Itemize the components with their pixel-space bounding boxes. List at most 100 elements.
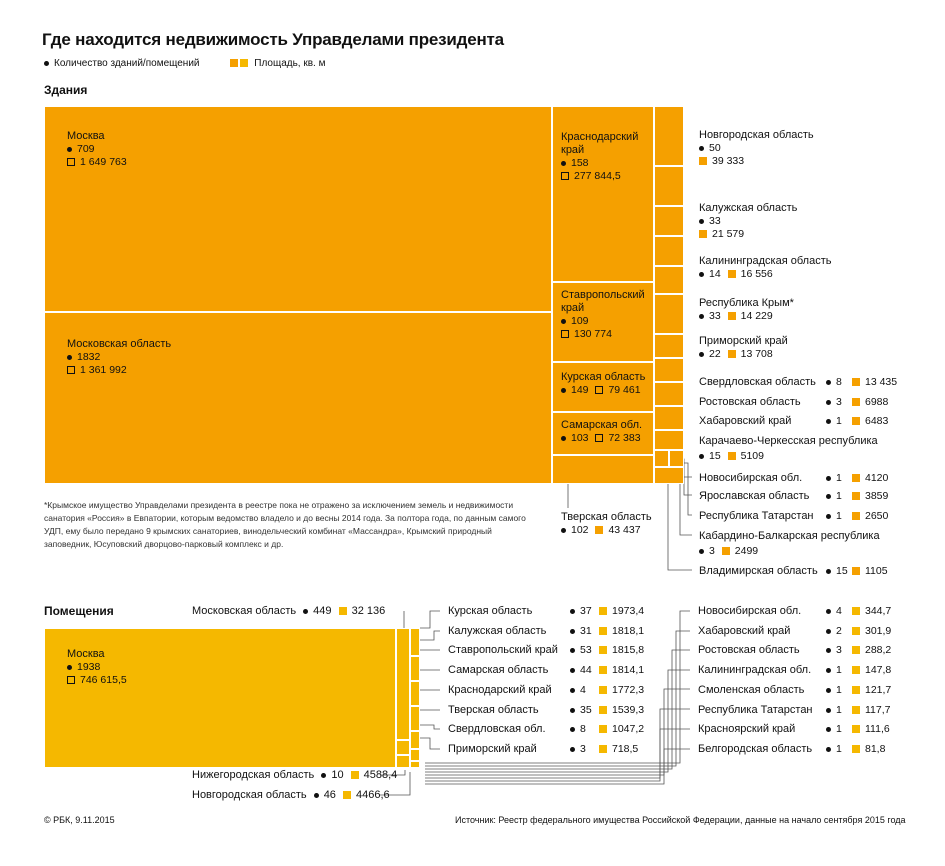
label-p-stavropol-count-wrap: 53 [570, 644, 592, 656]
label-rostov-count: 3 [836, 396, 842, 408]
tile-kaluga[interactable] [654, 166, 684, 206]
label-tatarstan-count: 1 [836, 510, 842, 522]
tile-stavropol[interactable] [552, 282, 654, 362]
tile-krasnodar[interactable] [552, 106, 654, 282]
label-p-kaluga-count-wrap: 31 [570, 625, 592, 637]
label-p-novosibirsk-count: 4 [836, 605, 842, 617]
label-yaroslavl-count-wrap: 1 [826, 490, 842, 502]
tile-p-moscow[interactable] [44, 628, 396, 768]
area-square [852, 706, 860, 715]
label-kchr: Карачаево-Черкесская республика 15 5109 [699, 435, 878, 463]
tile-p-sverdlovsk[interactable] [410, 749, 420, 761]
label-p-moscow-count: 1938 [77, 661, 101, 673]
label-p-novosibirsk-name: Новосибирская обл. [698, 605, 802, 617]
label-p-khabarovsk-area-wrap: 301,9 [852, 625, 891, 637]
count-dot [826, 687, 831, 693]
label-p-sverdlovsk-area: 1047,2 [612, 723, 645, 735]
tile-p-krasnodar[interactable] [410, 731, 420, 749]
tile-kchr[interactable] [654, 382, 684, 406]
tile-p-moscow-oblast[interactable] [396, 628, 410, 740]
label-p-tatarstan-count: 1 [836, 704, 842, 716]
area-square [699, 157, 707, 166]
label-p-primorsky-name: Приморский край [448, 743, 537, 755]
label-vladimir-area-wrap: 1105 [852, 565, 888, 577]
tile-p-kursk[interactable] [410, 628, 420, 656]
label-p-samara-name: Самарская область [448, 664, 549, 676]
count-dot [321, 772, 327, 778]
label-kbr-name: Кабардино-Балкарская республика [699, 530, 880, 542]
tile-novgorod[interactable] [654, 106, 684, 166]
area-square [599, 627, 607, 636]
label-p-moscow: Москва 1938 746 615,5 [67, 648, 127, 687]
label-p-belgorod-count: 1 [836, 743, 842, 755]
area-square [852, 607, 860, 616]
count-dot [826, 493, 831, 499]
area-square [350, 771, 359, 780]
label-p-samara-area: 1814,1 [612, 664, 645, 676]
label-p-stavropol-area-wrap: 1815,8 [599, 644, 644, 656]
label-primorsky-area: 13 708 [740, 348, 773, 360]
label-p-krasnoyarsk-area: 111,6 [865, 723, 890, 735]
tile-vladimir[interactable] [654, 467, 684, 484]
label-p-tatarstan-name: Республика Татарстан [698, 704, 813, 716]
tile-kaliningrad[interactable] [654, 206, 684, 236]
tile-crimea[interactable] [654, 236, 684, 266]
tile-yaroslavl[interactable] [654, 430, 684, 450]
tile-p-samara[interactable] [410, 706, 420, 731]
tile-p-kaluga[interactable] [410, 656, 420, 681]
label-novosibirsk-count: 1 [836, 472, 842, 484]
legend-area-marker [230, 59, 239, 68]
tile-p-stavropol[interactable] [410, 681, 420, 706]
label-sverdlovsk-count-wrap: 8 [826, 376, 842, 388]
tile-tver[interactable] [552, 455, 654, 484]
area-square [595, 386, 604, 395]
label-krasnodar: Краснодарский край 158 277 844,5 [561, 131, 651, 183]
label-p-belgorod-area: 81,8 [865, 743, 886, 755]
label-p-tatarstan-count-wrap: 1 [826, 704, 842, 716]
tile-primorsky[interactable] [654, 266, 684, 294]
area-square [852, 745, 860, 754]
label-tatarstan-area: 2650 [865, 510, 889, 522]
count-dot [67, 354, 72, 360]
label-p-tver-count-wrap: 35 [570, 704, 592, 716]
count-dot [570, 707, 575, 713]
tile-p-primorsky[interactable] [396, 755, 410, 768]
tile-khabarovsk[interactable] [654, 358, 684, 382]
tile-novosibirsk[interactable] [654, 406, 684, 430]
count-dot [699, 271, 704, 277]
tile-moscow[interactable] [44, 106, 552, 312]
tile-samara[interactable] [552, 412, 654, 455]
tile-kbr[interactable] [669, 450, 684, 467]
label-kaliningrad-name: Калининградская область [699, 255, 832, 267]
count-dot [561, 387, 566, 393]
label-samara-count: 103 [571, 432, 589, 444]
label-yaroslavl-name: Ярославская область [699, 490, 810, 502]
label-p-moscow-area: 746 615,5 [80, 674, 127, 686]
count-dot [826, 568, 831, 574]
label-p-stavropol-area: 1815,8 [612, 644, 645, 656]
area-square [852, 666, 860, 675]
label-vladimir-count: 15 [836, 565, 848, 577]
label-p-krasnodar-count: 4 [580, 684, 586, 696]
label-p-rostov-name: Ростовская область [698, 644, 800, 656]
tile-moscow-oblast[interactable] [44, 312, 552, 484]
tile-rostov[interactable] [654, 334, 684, 358]
tile-sverdlovsk[interactable] [654, 294, 684, 334]
tile-p-small[interactable] [410, 761, 420, 768]
label-samara: Самарская обл. 103 72 383 [561, 419, 653, 445]
label-stavropol-name: Ставропольский край [561, 289, 645, 314]
source: Источник: Реестр федерального имущества … [455, 815, 906, 825]
area-square [727, 270, 736, 279]
count-dot [826, 513, 831, 519]
label-yaroslavl-area-wrap: 3859 [852, 490, 888, 502]
label-p-tatarstan-area-wrap: 117,7 [852, 704, 891, 716]
tile-tatarstan[interactable] [654, 450, 669, 467]
label-kaluga: Калужская область 33 21 579 [699, 202, 797, 241]
label-khabarovsk-area-wrap: 6483 [852, 415, 888, 427]
count-dot [699, 548, 704, 554]
label-tver-count: 102 [571, 524, 589, 536]
legend: Количество зданий/помещений Площадь, кв.… [44, 58, 326, 69]
area-square [852, 474, 860, 483]
label-sverdlovsk-area: 13 435 [865, 376, 898, 388]
tile-p-tver[interactable] [396, 740, 410, 755]
